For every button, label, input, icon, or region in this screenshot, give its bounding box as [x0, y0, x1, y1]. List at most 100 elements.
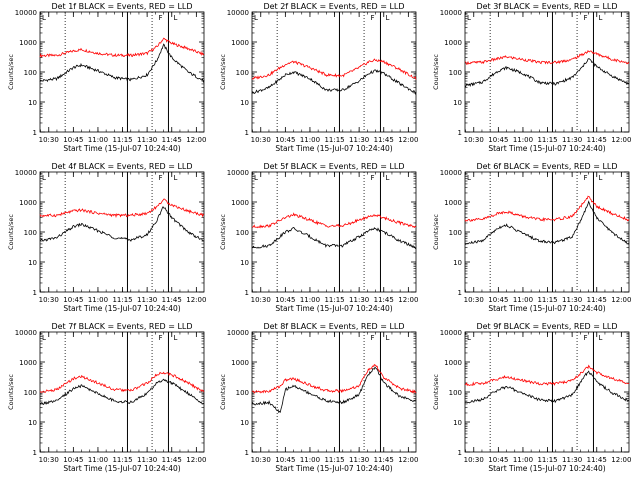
x-tick-label: 10:45: [275, 456, 295, 464]
y-tick-label: 10000: [15, 9, 37, 17]
y-axis-label: Counts/sec: [432, 374, 440, 410]
x-tick-label: 10:30: [251, 136, 271, 144]
y-tick-label: 100: [449, 389, 462, 397]
y-tick-label: 1: [458, 449, 462, 457]
x-tick-label: 12:00: [611, 296, 631, 304]
plot-title: Det 9f BLACK = Events, RED = LLD: [476, 322, 617, 331]
series-line-red: [39, 371, 205, 393]
flag-label-l: L: [254, 174, 258, 182]
y-tick-label: 10000: [440, 169, 462, 177]
y-tick-label: 10: [453, 419, 462, 427]
flag-label-f: F: [158, 334, 162, 342]
x-tick-label: 10:45: [275, 296, 295, 304]
x-tick-label: 11:15: [112, 456, 132, 464]
x-tick-label: 10:45: [488, 296, 508, 304]
x-tick-label: 11:30: [562, 296, 582, 304]
y-tick-label: 1: [245, 449, 249, 457]
series-line-red: [464, 195, 630, 223]
y-tick-label: 10: [453, 259, 462, 267]
flag-label-l: L: [385, 14, 389, 22]
y-tick-label: 1000: [231, 39, 249, 47]
x-axis-label: Start Time (15-Jul-07 10:24:40): [63, 464, 180, 473]
x-tick-label: 11:00: [88, 296, 108, 304]
x-tick-label: 11:00: [88, 136, 108, 144]
y-axis-label: Counts/sec: [432, 214, 440, 250]
series-line-red: [464, 364, 630, 387]
y-tick-label: 100: [236, 229, 249, 237]
x-axis-label: Start Time (15-Jul-07 10:24:40): [488, 464, 605, 473]
flag-label-f: F: [583, 334, 587, 342]
plot-title: Det 2f BLACK = Events, RED = LLD: [263, 2, 404, 11]
series-line-black: [39, 378, 205, 405]
x-tick-label: 11:00: [513, 136, 533, 144]
series-line-black: [464, 200, 630, 245]
flag-label-f: F: [370, 174, 374, 182]
x-tick-label: 12:00: [398, 456, 418, 464]
y-tick-label: 1000: [19, 39, 37, 47]
x-tick-label: 11:00: [300, 136, 320, 144]
y-tick-label: 1: [33, 449, 37, 457]
x-tick-label: 11:30: [349, 296, 369, 304]
x-tick-label: 11:15: [324, 296, 344, 304]
x-tick-label: 10:30: [251, 456, 271, 464]
x-tick-label: 10:45: [63, 456, 83, 464]
plot-panel-2: Det 2f BLACK = Events, RED = LLD 1 10 100 10…: [219, 2, 418, 153]
x-tick-label: 11:45: [587, 296, 607, 304]
flag-label-f: F: [370, 14, 374, 22]
y-tick-label: 1: [458, 289, 462, 297]
x-tick-label: 11:30: [562, 136, 582, 144]
plot-frame: [39, 11, 205, 133]
series-line-black: [464, 370, 630, 404]
y-tick-label: 10: [240, 259, 249, 267]
x-tick-label: 12:00: [186, 136, 206, 144]
plot-panel-3: Det 3f BLACK = Events, RED = LLD 1 10 100 10…: [432, 2, 631, 153]
x-tick-label: 11:00: [513, 456, 533, 464]
series-line-black: [251, 69, 417, 95]
x-tick-label: 10:30: [464, 296, 484, 304]
y-axis-label: Counts/sec: [432, 54, 440, 90]
x-tick-label: 12:00: [186, 456, 206, 464]
series-line-red: [251, 58, 417, 80]
x-tick-label: 11:15: [537, 136, 557, 144]
x-axis-label: Start Time (15-Jul-07 10:24:40): [488, 144, 605, 153]
x-tick-label: 10:45: [488, 136, 508, 144]
x-axis-label: Start Time (15-Jul-07 10:24:40): [63, 144, 180, 153]
y-tick-label: 10000: [227, 9, 249, 17]
flag-label-l: L: [385, 334, 389, 342]
x-tick-label: 11:30: [349, 136, 369, 144]
x-axis-label: Start Time (15-Jul-07 10:24:40): [275, 464, 392, 473]
y-axis-label: Counts/sec: [7, 374, 15, 410]
y-tick-label: 10000: [440, 329, 462, 337]
flag-label-l: L: [42, 174, 46, 182]
y-tick-label: 1000: [444, 359, 462, 367]
flag-label-l: L: [598, 14, 602, 22]
x-tick-label: 10:45: [488, 456, 508, 464]
series-line-red: [39, 37, 205, 58]
x-tick-label: 10:45: [63, 296, 83, 304]
flag-label-l: L: [254, 334, 258, 342]
x-tick-label: 11:00: [513, 296, 533, 304]
plot-title: Det 8f BLACK = Events, RED = LLD: [263, 322, 404, 331]
y-tick-label: 1000: [19, 199, 37, 207]
x-tick-label: 11:30: [137, 296, 157, 304]
y-axis-label: Counts/sec: [7, 214, 15, 250]
x-tick-label: 11:00: [88, 456, 108, 464]
x-tick-label: 11:15: [537, 296, 557, 304]
y-tick-label: 10000: [15, 329, 37, 337]
y-tick-label: 1: [33, 289, 37, 297]
flag-label-l: L: [467, 174, 471, 182]
flag-label-l: L: [467, 14, 471, 22]
x-tick-label: 11:15: [112, 296, 132, 304]
flag-label-l: L: [173, 174, 177, 182]
x-axis-label: Start Time (15-Jul-07 10:24:40): [275, 304, 392, 313]
flag-label-l: L: [42, 14, 46, 22]
x-tick-label: 12:00: [398, 136, 418, 144]
flag-label-f: F: [583, 14, 587, 22]
series-line-red: [464, 49, 630, 65]
flag-label-l: L: [598, 334, 602, 342]
x-tick-label: 11:45: [587, 456, 607, 464]
x-tick-label: 11:00: [300, 456, 320, 464]
x-tick-label: 10:30: [251, 296, 271, 304]
flag-label-f: F: [158, 174, 162, 182]
